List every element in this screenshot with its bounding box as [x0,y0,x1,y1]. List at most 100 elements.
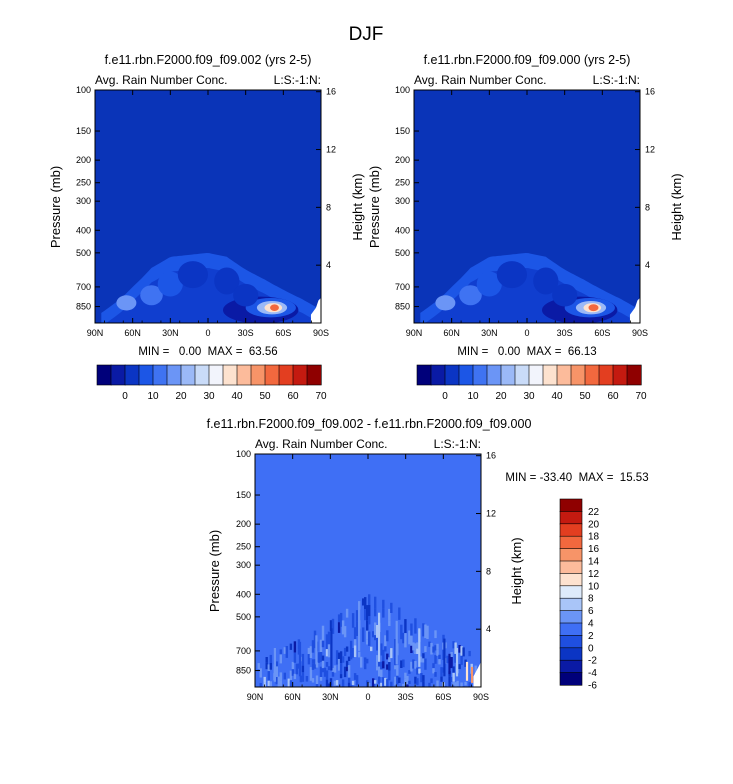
field-cell [277,684,281,687]
axes-layer: 90N 60N 30N 0 30S 60S 90S 100 150 200 250 300 400 500… [76,85,336,338]
field-cell [341,656,345,663]
field-cell [368,605,371,617]
field-cell [460,646,463,656]
panel-left-label: Avg. Rain Number Conc. [414,73,547,87]
field-cell [430,642,433,655]
field-cell [293,673,297,680]
field-cell [452,672,455,682]
field-cell [313,659,317,669]
colorbar-box [559,659,583,674]
field-cell [345,667,349,672]
field-cell [404,633,407,648]
field-cell [384,635,387,647]
x-tick-label: 30N [481,328,498,338]
field-cell [366,639,369,645]
field-cell [347,665,351,670]
colorbar-box [292,364,308,386]
y-tick-label: 100 [395,85,410,95]
field-strip [471,666,474,683]
field-cell [366,658,369,664]
field-cell [434,630,437,639]
field-cell [329,620,333,631]
field-cell [384,646,387,652]
field-cell [287,678,291,687]
field-strip [395,620,398,665]
panel-title: f.e11.rbn.F2000.f09_f09.002 (yrs 2-5) [105,53,312,67]
field-cell [343,666,347,678]
colorbar-label: 0 [122,391,128,402]
field-cell [454,642,457,654]
colorbar-box [110,364,126,386]
field-cell [444,658,447,664]
colorbar-label: 14 [588,557,600,568]
terrain-mask [629,297,640,323]
field-cell [364,609,367,621]
field-cell [408,630,411,645]
field-cell [420,656,423,663]
field-cell [329,685,333,687]
field-strip [448,653,451,675]
field-cell [349,640,353,654]
field-cell [428,641,431,647]
field-cell [311,663,315,670]
field-cell [351,613,355,628]
field-cell [414,643,417,654]
field-cell [386,653,389,660]
colorbar-box [559,498,583,512]
y2-axis-label: Height (km) [509,537,524,604]
field-cell [390,681,393,687]
field-cell [335,685,339,687]
field-cell [404,672,407,679]
field-cell [408,670,411,674]
field-cell [438,654,441,660]
field-cell [380,643,383,656]
field-cell [430,678,433,684]
field-cell [358,601,361,610]
colorbar-box [559,635,583,649]
y-tick-label: 400 [395,225,410,235]
field-cell [460,655,463,665]
field-cell [372,678,375,687]
field-cell [432,668,435,674]
colorbar-box [278,364,294,386]
field-cell [283,672,287,680]
y-tick-label: 200 [76,155,91,165]
field-cell [376,655,379,667]
field-blob [157,271,183,297]
field-cell [327,683,331,687]
field-cell [424,646,427,652]
field-cell [339,663,343,675]
panel-left-label: Avg. Rain Number Conc. [95,73,228,87]
colorbar-box [152,364,168,386]
field-cell [289,643,293,650]
colorbar-box [559,647,583,661]
field-cell [364,657,367,663]
field-cell [406,684,409,687]
field-layer [420,253,640,323]
y-tick-label: 200 [236,519,251,529]
y2-tick-label: 12 [645,145,655,155]
colorbar-layer: 0 10 20 30 40 50 60 70 [416,364,647,402]
field-cell [408,680,411,684]
field-cell [444,642,447,649]
field-cell [335,680,339,686]
field-cell [351,680,355,685]
field-cell [452,666,455,673]
field-cell [345,646,349,652]
y2-tick-label: 12 [486,509,496,519]
field-cell [368,631,371,646]
field-cell [402,632,405,644]
field-cell [454,653,457,663]
field-blob [533,267,559,295]
field-cell [436,685,439,687]
field-cell [295,663,299,675]
field-cell [301,653,305,666]
field-cell [309,667,313,674]
colorbar-box [124,364,140,386]
y2-tick-label: 16 [486,451,496,461]
y-tick-label: 300 [395,196,410,206]
field-cell [307,647,311,654]
field-cell [388,657,391,663]
